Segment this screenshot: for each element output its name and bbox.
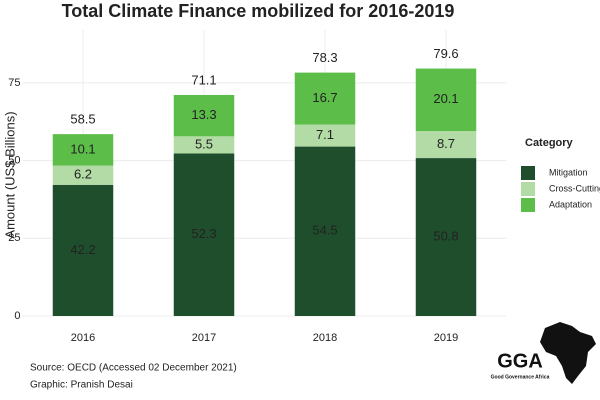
legend-label: Adaptation — [549, 199, 592, 209]
value-label: 13.3 — [191, 107, 216, 122]
x-tick-label: 2016 — [71, 332, 95, 344]
legend-title: Category — [525, 137, 574, 149]
legend-label: Cross-Cutting — [549, 183, 600, 193]
bar-segment — [52, 134, 114, 166]
legend-swatch — [521, 166, 535, 180]
value-label: 54.5 — [312, 223, 337, 238]
y-axis-label: Amount (US$ Billions) — [2, 111, 17, 238]
bar-segment — [173, 153, 235, 316]
source: Source: OECD (Accessed 02 December 2021) — [30, 363, 237, 374]
legend-label: Mitigation — [549, 167, 588, 177]
value-label: 20.1 — [433, 91, 458, 106]
x-tick-label: 2019 — [434, 332, 458, 344]
y-tick-label: 25 — [8, 232, 20, 244]
value-label: 42.2 — [70, 242, 95, 257]
value-label: 6.2 — [74, 167, 92, 182]
legend-swatch — [521, 198, 535, 212]
legend-swatch — [521, 182, 535, 196]
bar-segment — [415, 68, 477, 132]
total-label: 58.5 — [70, 112, 95, 127]
total-label: 78.3 — [312, 50, 337, 65]
bar-segment — [173, 94, 235, 137]
y-tick-label: 75 — [8, 77, 20, 89]
chart-title: Total Climate Finance mobilized for 2016… — [62, 1, 455, 21]
total-label: 79.6 — [433, 46, 458, 61]
bar-segment — [294, 146, 356, 316]
value-label: 16.7 — [312, 90, 337, 105]
total-label: 71.1 — [191, 72, 216, 87]
value-label: 8.7 — [437, 136, 455, 151]
bar-segment — [294, 72, 356, 125]
bar-segment — [294, 124, 356, 147]
bar-segment — [52, 184, 114, 316]
value-label: 52.3 — [191, 226, 216, 241]
bar-segment — [415, 158, 477, 316]
y-tick-label: 50 — [8, 154, 20, 166]
x-tick-label: 2018 — [313, 332, 337, 344]
logo-subtext: Good Governance Africa — [491, 374, 550, 380]
logo-text: GGA — [497, 350, 543, 372]
credit: Graphic: Pranish Desai — [30, 380, 133, 391]
bar-segment — [415, 131, 477, 159]
y-tick-label: 0 — [14, 310, 20, 322]
value-label: 10.1 — [70, 141, 95, 156]
x-tick-label: 2017 — [192, 332, 216, 344]
value-label: 50.8 — [433, 228, 458, 243]
bar-segment — [52, 165, 114, 185]
logo-map — [540, 322, 596, 384]
value-label: 5.5 — [195, 136, 213, 151]
bar-segment — [173, 136, 235, 154]
value-label: 7.1 — [316, 127, 334, 142]
